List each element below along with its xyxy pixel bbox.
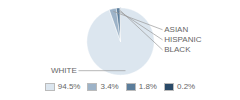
html-text:94.5%: 94.5% bbox=[57, 82, 81, 91]
html-text:3.4%: 3.4% bbox=[100, 82, 119, 91]
svg-text:BLACK: BLACK bbox=[164, 45, 191, 54]
html-text:1.8%: 1.8% bbox=[138, 82, 157, 91]
svg-text:HISPANIC: HISPANIC bbox=[164, 35, 201, 44]
html-text:0.2%: 0.2% bbox=[177, 82, 196, 91]
svg-text:WHITE: WHITE bbox=[51, 66, 77, 75]
svg-text:ASIAN: ASIAN bbox=[164, 25, 188, 34]
